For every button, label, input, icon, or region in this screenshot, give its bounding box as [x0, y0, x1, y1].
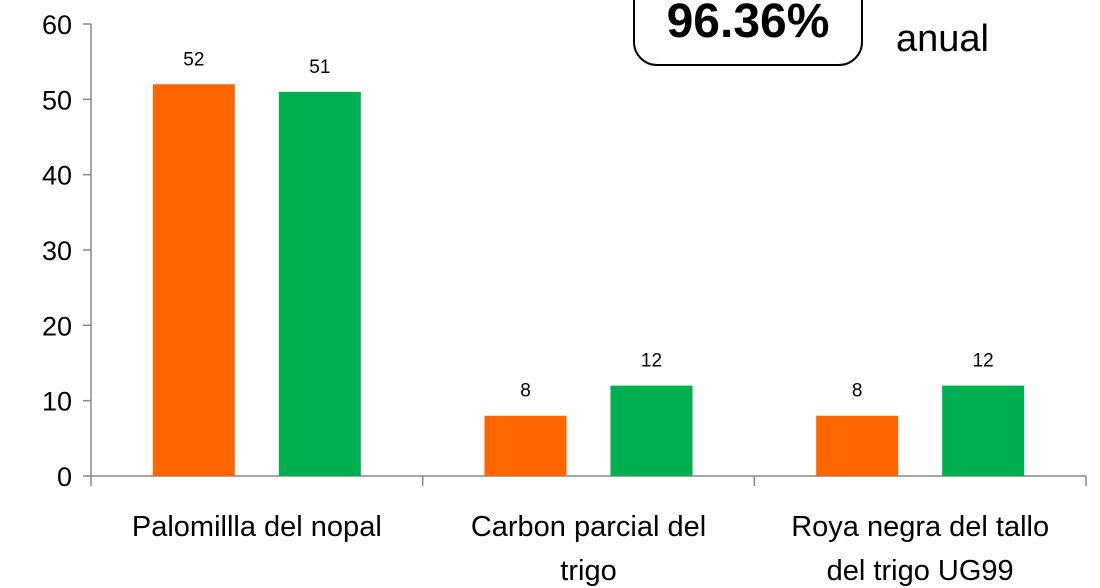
y-tick-label: 50: [42, 85, 72, 115]
y-tick-label: 10: [42, 387, 72, 417]
y-tick-label: 60: [42, 10, 72, 40]
y-tick-label: 30: [42, 236, 72, 266]
callout-caption: anual: [896, 18, 989, 60]
y-tick-label: 0: [57, 462, 72, 492]
bar: [942, 385, 1025, 476]
data-label: 12: [641, 351, 662, 372]
callout-box: 96.36%: [633, 0, 863, 66]
data-label: 8: [852, 381, 863, 402]
data-label: 12: [973, 351, 994, 372]
x-tick-label: del trigo UG99: [827, 555, 1014, 587]
y-tick-label: 20: [42, 311, 72, 341]
data-label: 8: [520, 381, 531, 402]
x-tick-label: trigo: [560, 555, 616, 587]
bar: [610, 385, 693, 476]
y-tick-label: 40: [42, 161, 72, 191]
x-tick-label: Roya negra del tallo: [791, 511, 1049, 543]
bar: [484, 415, 567, 476]
bar: [152, 84, 235, 477]
x-tick-label: Carbon parcial del: [471, 511, 706, 543]
bar: [278, 91, 361, 477]
bar: [816, 415, 899, 476]
data-label: 52: [183, 49, 204, 70]
callout-value: 96.36%: [666, 0, 830, 48]
x-tick-label: Palomillla del nopal: [132, 511, 382, 543]
data-label: 51: [309, 57, 330, 78]
